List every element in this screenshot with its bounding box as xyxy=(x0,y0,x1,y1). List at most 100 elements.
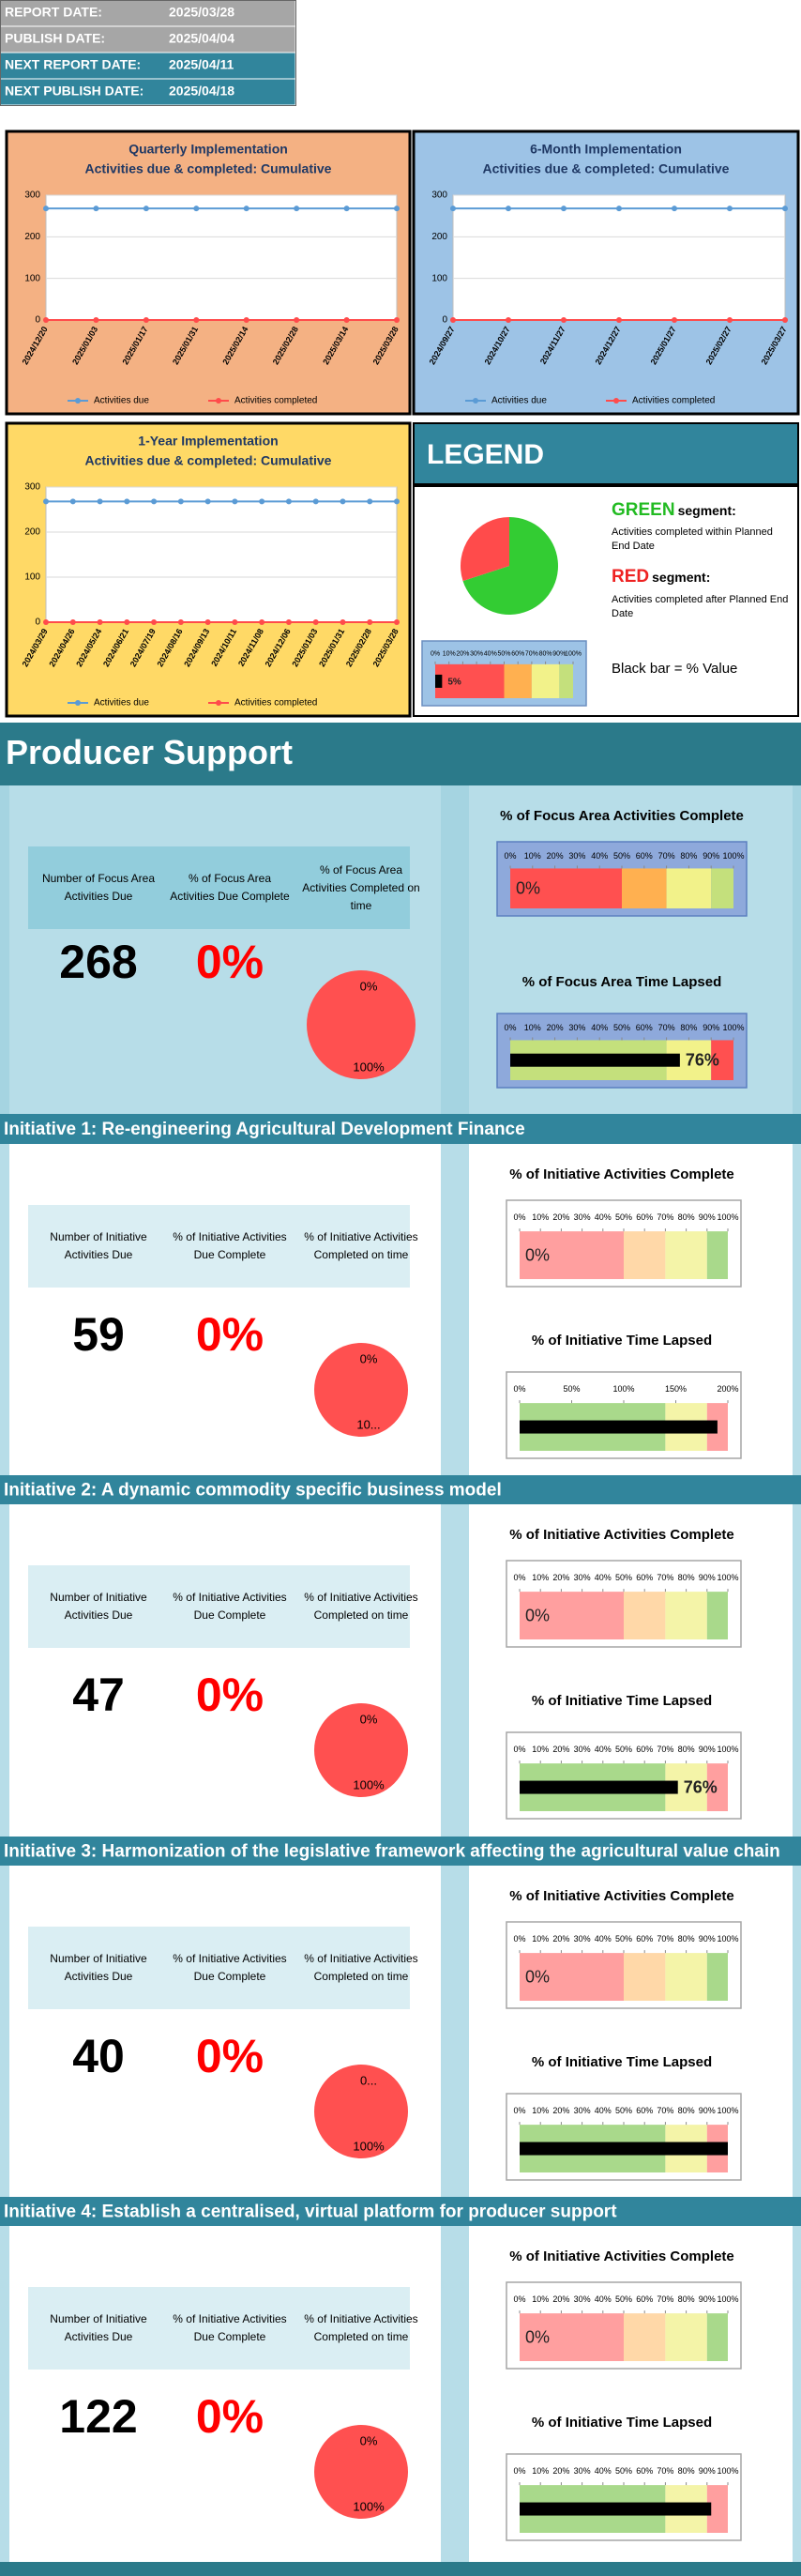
gauge-title: % of Initiative Activities Complete xyxy=(509,1166,734,1182)
card-header xyxy=(28,1205,410,1288)
gauge-bar xyxy=(510,1053,680,1067)
side-strip xyxy=(793,2226,801,2562)
gauge-tick-label: 150% xyxy=(665,1384,687,1394)
gauge-tick-label: 100% xyxy=(722,851,744,861)
series-marker xyxy=(204,619,211,625)
gauge-title: % of Initiative Time Lapsed xyxy=(532,1693,712,1709)
gauge-tick-label: 70% xyxy=(657,2106,673,2115)
side-strip xyxy=(0,1866,9,2197)
gauge-tick-label: 80% xyxy=(680,851,697,861)
section-header xyxy=(0,1114,801,1144)
gauge-band xyxy=(624,1231,666,1279)
card-header-label: Number of Initiative Activities Due xyxy=(50,1591,147,1622)
header-frame xyxy=(0,0,296,106)
series-marker xyxy=(506,206,511,212)
gauge-title: % of Initiative Activities Complete xyxy=(509,1527,734,1543)
gauge-tick-label: 50% xyxy=(613,851,630,861)
y-tick-label: 200 xyxy=(431,232,447,242)
gauge-tick-label: 60% xyxy=(636,1023,653,1032)
series-marker xyxy=(97,619,103,625)
chart-subtitle: Activities due & completed: Cumulative xyxy=(85,161,332,176)
gauge-tick-label: 30% xyxy=(574,2106,591,2115)
series-marker xyxy=(616,206,622,212)
legend-label: Activities due xyxy=(94,396,149,406)
gauge-tick-label: 40% xyxy=(595,2466,612,2476)
due-value: 40 xyxy=(72,2030,125,2082)
gauge-tick-label: 100% xyxy=(717,1212,738,1222)
legend-marker xyxy=(75,700,81,706)
pie-label: 0% xyxy=(360,1712,378,1726)
series-marker xyxy=(294,317,300,323)
series-marker xyxy=(394,206,400,212)
gauge-tick-label: 100% xyxy=(717,1745,738,1754)
card-header xyxy=(28,1565,410,1648)
gauge-tick-label: 90% xyxy=(699,1573,716,1582)
series-marker xyxy=(243,206,249,212)
gauge-tick-label: 20% xyxy=(552,1934,569,1943)
gauge-tick-label: 40% xyxy=(484,651,497,658)
series-marker xyxy=(394,498,400,505)
series-marker xyxy=(782,317,788,323)
chart-title: 6-Month Implementation xyxy=(530,142,682,157)
legend-segment: segment: xyxy=(677,503,736,518)
y-tick-label: 300 xyxy=(431,191,447,201)
y-tick-label: 100 xyxy=(24,273,40,283)
pie-label: 0% xyxy=(360,1351,378,1365)
card-header-label: % of Focus Area Activities Due Complete xyxy=(170,872,290,903)
gauge-tick-label: 10% xyxy=(443,651,456,658)
gauge-tick-label: 10% xyxy=(532,2106,549,2115)
series-marker xyxy=(340,498,346,505)
section-title: Initiative 3: Harmonization of the legis… xyxy=(4,1842,780,1862)
legend-red-title: RED xyxy=(612,567,650,587)
pie-slice xyxy=(307,970,416,1079)
gauge-band xyxy=(665,1231,707,1279)
series-marker xyxy=(506,317,511,323)
y-tick-label: 300 xyxy=(24,191,40,201)
gauge-tick-label: 20% xyxy=(552,2466,569,2476)
gauge-tick-label: 30% xyxy=(470,651,483,658)
gauge-band xyxy=(665,1592,707,1639)
series-marker xyxy=(177,498,184,505)
gauge-tick-label: 40% xyxy=(591,1023,608,1032)
pie-slice xyxy=(314,2425,408,2519)
gauge-tick-label: 0% xyxy=(513,1573,525,1582)
card-header-label: Number of Initiative Activities Due xyxy=(50,1230,147,1261)
series-marker xyxy=(43,619,49,625)
legend-label: Activities due xyxy=(94,698,149,709)
series-marker xyxy=(69,498,76,505)
gauge-tick-label: 70% xyxy=(657,1934,673,1943)
legend-marker xyxy=(216,700,221,706)
gauge-tick-label: 70% xyxy=(658,1023,675,1032)
series-marker xyxy=(143,317,149,323)
complete-value: 0% xyxy=(196,1308,264,1361)
gauge-tick-label: 100% xyxy=(717,2106,738,2115)
pie-label: 10... xyxy=(356,1417,380,1431)
gauge-band xyxy=(520,1231,624,1279)
due-value: 59 xyxy=(72,1308,125,1361)
gauge-tick-label: 90% xyxy=(699,1745,716,1754)
gauge-tick-label: 90% xyxy=(699,2106,716,2115)
gauge-tick-label: 90% xyxy=(552,651,566,658)
gauge-tick-label: 60% xyxy=(636,1745,653,1754)
gauge-tick-label: 50% xyxy=(563,1384,580,1394)
section-header xyxy=(0,723,801,785)
series-marker xyxy=(340,619,346,625)
gauge-tick-label: 90% xyxy=(699,2466,716,2476)
gauge-tick-label: 20% xyxy=(547,1023,564,1032)
gauge-tick-label: 70% xyxy=(657,1212,673,1222)
y-tick-label: 100 xyxy=(24,572,40,583)
gauge-tick-label: 0% xyxy=(504,851,516,861)
series-marker xyxy=(343,317,350,323)
gauge-tick-label: 0% xyxy=(431,651,440,658)
pie-slice xyxy=(462,517,559,616)
gauge-tick-label: 80% xyxy=(678,2466,695,2476)
gauge-tick-label: 50% xyxy=(615,2106,632,2115)
gauge-tick-label: 60% xyxy=(636,2466,653,2476)
series-marker xyxy=(367,498,373,505)
pie-label: 100% xyxy=(353,2499,385,2513)
card-header-label: % of Initiative Activities Due Complete xyxy=(173,1952,287,1983)
gauge-band xyxy=(706,1592,728,1639)
gauge-tick-label: 10% xyxy=(532,1212,549,1222)
